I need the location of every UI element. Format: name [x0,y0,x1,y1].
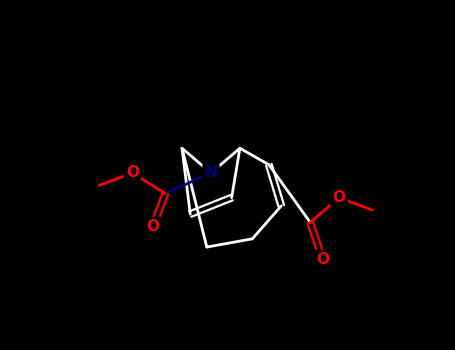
Text: O: O [126,166,139,181]
Text: N: N [205,166,217,181]
Text: O: O [333,190,346,205]
Text: O: O [316,252,329,267]
Text: O: O [147,219,160,234]
